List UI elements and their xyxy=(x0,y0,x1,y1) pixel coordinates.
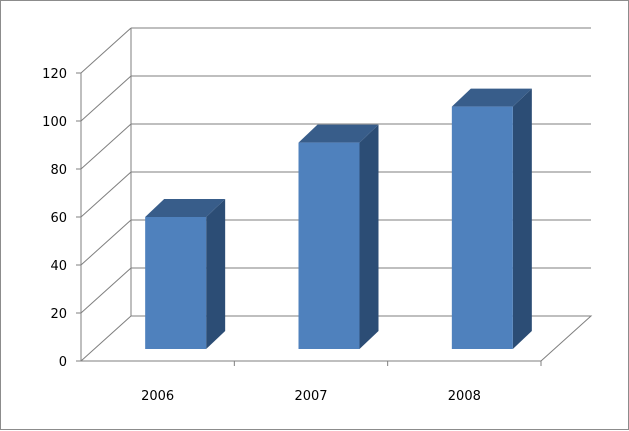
bar-2007 xyxy=(298,124,379,349)
bar-side-face xyxy=(206,199,226,349)
y-axis-tick-labels: 0 20 40 60 80 100 120 xyxy=(42,67,67,370)
bar-2006 xyxy=(145,199,226,349)
gridline-diagonal xyxy=(80,219,132,266)
x-category-label: 2006 xyxy=(141,389,174,404)
y-tick-label: 20 xyxy=(50,307,67,322)
gridline-diagonal xyxy=(80,27,132,74)
y-tick-label: 40 xyxy=(50,259,67,274)
bars xyxy=(145,88,532,349)
y-tick-label: 60 xyxy=(50,211,67,226)
gridline-diagonal xyxy=(80,267,132,314)
x-category-label: 2007 xyxy=(294,389,327,404)
bar-side-face xyxy=(359,124,379,349)
x-axis-category-labels: 2006 2007 2008 xyxy=(141,389,481,404)
gridline-diagonal xyxy=(80,171,132,218)
bar-top-face xyxy=(451,88,532,107)
bar-front-face xyxy=(298,142,360,349)
y-tick-label: 0 xyxy=(59,355,67,370)
y-tick-label: 80 xyxy=(50,163,67,178)
y-tick-label: 100 xyxy=(42,115,67,130)
bar-2008 xyxy=(451,88,532,349)
gridline-diagonal xyxy=(80,75,132,122)
x-category-label: 2008 xyxy=(448,389,481,404)
bar-front-face xyxy=(451,106,513,349)
bar-front-face xyxy=(145,217,207,349)
bar-top-face xyxy=(298,124,379,143)
bar-side-face xyxy=(512,88,532,349)
bar-top-face xyxy=(145,199,226,217)
y-tick-label: 120 xyxy=(42,67,67,82)
gridline-diagonal xyxy=(80,123,132,170)
axes xyxy=(76,72,542,366)
